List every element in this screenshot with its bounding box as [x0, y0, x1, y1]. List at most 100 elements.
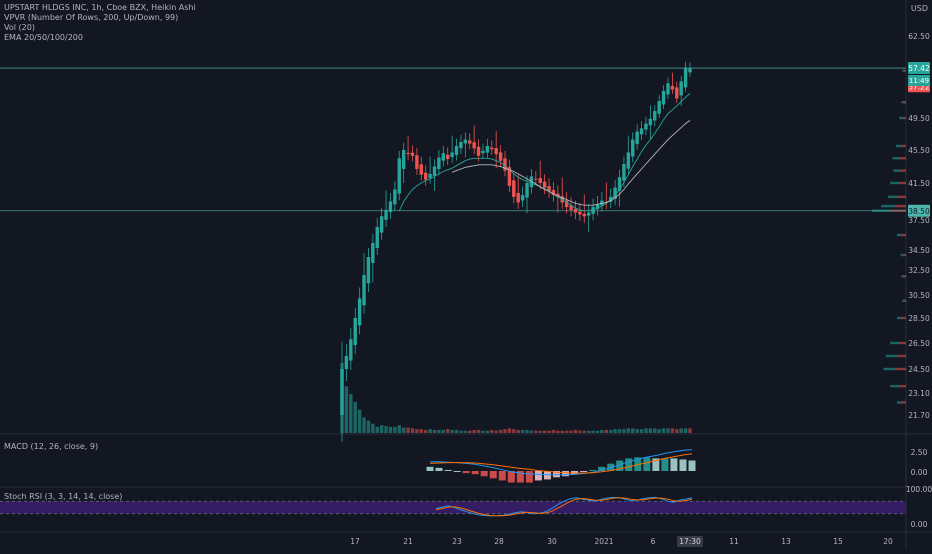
- candle-body: [432, 166, 437, 176]
- vpvr-row-up: [900, 253, 904, 257]
- ema-slow-line: [451, 120, 691, 206]
- vpvr-row-up: [890, 181, 899, 185]
- vpvr-row-up: [899, 116, 903, 120]
- volume-bar: [556, 430, 560, 433]
- volume-bar: [564, 430, 569, 433]
- candle-body: [644, 123, 648, 130]
- time-label: 20: [883, 537, 893, 546]
- candle-body: [683, 67, 688, 88]
- symbol-title[interactable]: UPSTART HLDGS INC, 1h, Cboe BZX, Heikin …: [4, 3, 196, 12]
- macd-histogram-bar: [462, 471, 470, 474]
- volume-bar: [507, 428, 512, 433]
- candle-body: [591, 207, 595, 214]
- volume-bar: [631, 428, 635, 433]
- macd-histogram-bar: [480, 471, 488, 477]
- volume-bar: [494, 430, 498, 433]
- candle-body: [512, 180, 516, 197]
- price-label: 32.50: [908, 266, 930, 275]
- volume-bar: [481, 430, 485, 433]
- candle-body: [600, 200, 604, 206]
- candle-body: [349, 339, 353, 361]
- chart-legend: UPSTART HLDGS INC, 1h, Cboe BZX, Heikin …: [4, 3, 196, 43]
- vpvr-legend[interactable]: VPVR (Number Of Rows, 200, Up/Down, 99): [4, 13, 179, 22]
- time-label: 21: [403, 537, 413, 546]
- stoch-legend[interactable]: Stoch RSI (3, 3, 14, 14, close): [4, 492, 123, 501]
- vpvr-row-up: [890, 384, 899, 388]
- macd-histogram-bar: [652, 458, 660, 471]
- stoch-axis-label: 0.00: [911, 520, 928, 529]
- macd-histogram-bar: [562, 471, 570, 477]
- price-label: 21.70: [908, 411, 930, 420]
- volume-bar: [406, 427, 410, 433]
- candle-body: [428, 173, 432, 178]
- candle-body: [423, 172, 428, 180]
- price-label: 62.50: [908, 32, 930, 41]
- volume-bar: [441, 429, 446, 433]
- volume-bar: [516, 429, 520, 433]
- volume-bar: [635, 429, 639, 433]
- price-label: 57.42: [908, 64, 930, 73]
- vpvr-row-down: [903, 253, 906, 257]
- vpvr-row-down: [901, 316, 906, 320]
- price-tag-38.50: [908, 204, 930, 217]
- candle-body: [679, 81, 683, 96]
- volume-bar: [463, 430, 468, 433]
- candle-body: [586, 212, 591, 216]
- volume-bar: [542, 430, 547, 433]
- vpvr-row-down: [899, 157, 906, 160]
- candle-body: [613, 187, 617, 199]
- candle-body: [415, 155, 419, 169]
- currency-label[interactable]: USD: [910, 4, 928, 13]
- volume-bar: [485, 430, 490, 433]
- candle-body: [666, 83, 670, 95]
- time-label: 15: [833, 537, 843, 546]
- vpvr-row-up: [892, 157, 900, 160]
- macd-histogram-bar: [589, 469, 597, 471]
- volume-bar: [393, 426, 397, 433]
- vpvr-row-up: [881, 204, 895, 208]
- price-label: 23.10: [908, 389, 930, 398]
- volume-bar: [490, 429, 494, 433]
- vpvr-row-down: [903, 275, 906, 278]
- candle-body: [564, 200, 569, 208]
- price-label: 38.50: [908, 207, 930, 216]
- macd-histogram-bar: [625, 458, 633, 471]
- macd-histogram-bar: [516, 471, 524, 483]
- vpvr-row-up: [885, 354, 897, 358]
- candle-body: [494, 148, 498, 155]
- vpvr-row-down: [901, 233, 906, 237]
- vpvr-row-up: [902, 299, 905, 302]
- price-label: 26.50: [908, 339, 930, 348]
- macd-histogram-bar: [661, 458, 669, 471]
- volume-bar: [388, 426, 393, 433]
- volume-bar: [573, 429, 578, 433]
- volume-bar: [362, 417, 366, 433]
- macd-histogram-bar: [525, 471, 533, 483]
- macd-histogram-bar: [616, 460, 624, 471]
- volume-legend[interactable]: Vol (20): [4, 23, 35, 32]
- macd-histogram-bar: [688, 460, 696, 471]
- volume-bar: [459, 430, 463, 433]
- candle-body: [520, 195, 525, 201]
- candle-body: [362, 275, 366, 306]
- candle-body: [661, 90, 666, 105]
- candle-body: [410, 152, 415, 156]
- volume-bar: [525, 429, 529, 433]
- volume-bar: [520, 429, 525, 433]
- volume-bar: [529, 430, 534, 433]
- volume-bar: [432, 429, 437, 433]
- ema-legend[interactable]: EMA 20/50/100/200: [4, 33, 83, 42]
- volume-bar: [600, 429, 604, 433]
- macd-legend[interactable]: MACD (12, 26, close, 9): [4, 442, 99, 451]
- volume-bar: [688, 428, 692, 433]
- volume-bar: [472, 429, 476, 433]
- candle-body: [569, 205, 573, 210]
- candle-body: [582, 213, 586, 217]
- price-label: 28.50: [908, 314, 930, 323]
- vpvr-row-down: [898, 341, 906, 345]
- vpvr-row-up: [888, 195, 898, 199]
- candle-body: [344, 356, 349, 369]
- volume-bar: [639, 429, 644, 433]
